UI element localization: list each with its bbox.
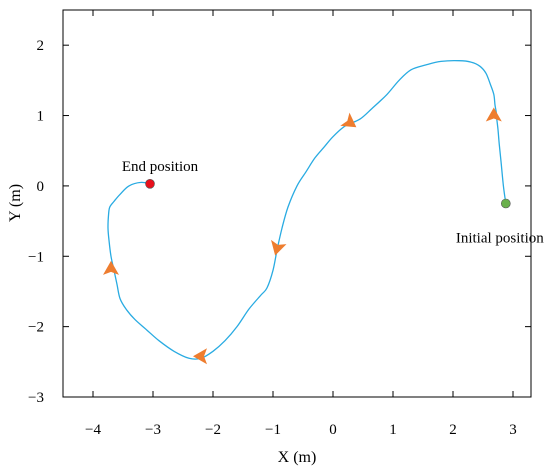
- y-axis-label: Y (m): [7, 184, 24, 222]
- x-tick-labels: −4 −3 −2 −1 0 1 2 3: [85, 422, 517, 438]
- end-position-label: End position: [122, 159, 199, 175]
- y-tick-label: −2: [28, 320, 44, 336]
- y-tick-label: 0: [37, 179, 45, 195]
- y-tick-label: 1: [37, 109, 45, 125]
- x-tick-label: −3: [145, 422, 161, 438]
- x-tick-label: 0: [329, 422, 337, 438]
- x-tick-label: −4: [85, 422, 101, 438]
- tick-marks: [63, 10, 531, 398]
- direction-arrows: [103, 107, 502, 365]
- plot-frame: [62, 9, 532, 398]
- end-position-marker: [145, 178, 155, 189]
- y-tick-label: 2: [37, 38, 45, 54]
- y-tick-label: −1: [28, 249, 44, 265]
- trajectory-line: [107, 59, 507, 360]
- y-tick-labels: −3 −2 −1 0 1 2: [28, 38, 44, 406]
- x-axis-label: X (m): [278, 449, 317, 466]
- x-tick-label: 1: [389, 422, 397, 438]
- y-tick-label: −3: [28, 390, 44, 406]
- direction-arrow-icon: [485, 107, 502, 122]
- direction-arrow-icon: [271, 239, 287, 256]
- x-tick-label: 3: [509, 422, 517, 438]
- x-tick-label: −1: [265, 422, 281, 438]
- position-markers: Initial position End position: [122, 159, 544, 247]
- start-position-marker: [500, 198, 511, 209]
- direction-arrow-icon: [340, 112, 357, 128]
- start-position-label: Initial position: [456, 231, 544, 247]
- x-tick-label: 2: [449, 422, 457, 438]
- direction-arrow-icon: [103, 260, 119, 275]
- x-tick-label: −2: [205, 422, 221, 438]
- direction-arrow-icon: [193, 348, 207, 365]
